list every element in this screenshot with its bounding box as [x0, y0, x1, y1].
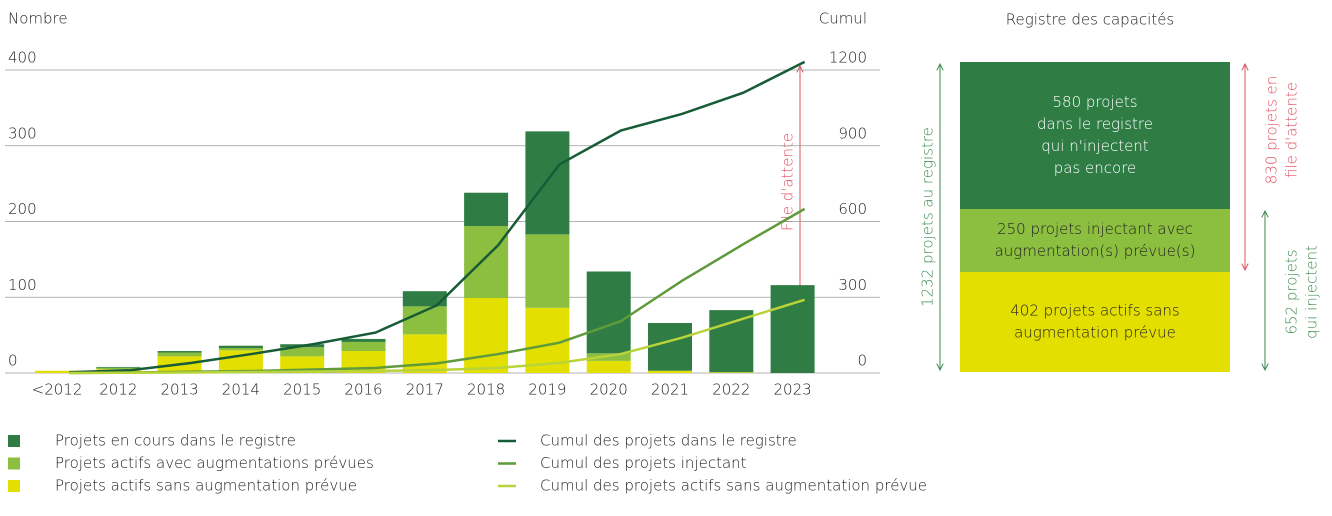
block-registre	[960, 62, 1230, 209]
queue-label: file d'attente	[1283, 82, 1301, 178]
bar-segment	[525, 234, 570, 308]
x-tick-label: 2017	[406, 381, 444, 399]
bar-segment	[586, 353, 631, 361]
legend-label: Projets actifs sans augmentation prévue	[55, 477, 357, 495]
x-tick-label: 2023	[774, 381, 812, 399]
bar-segment	[402, 334, 447, 373]
x-tick-label: 2022	[712, 381, 750, 399]
injecting-label: 652 projets	[1283, 249, 1301, 334]
x-tick-label: 2012	[99, 381, 137, 399]
bar-segment	[218, 348, 263, 351]
bar-segment	[280, 347, 325, 357]
x-tick-label: 2020	[590, 381, 628, 399]
block-augmentation	[960, 209, 1230, 272]
bar-segment	[157, 352, 202, 357]
bar-segment	[525, 131, 570, 235]
bar-segment	[341, 338, 386, 342]
bar-segment	[218, 345, 263, 349]
legend-swatch	[8, 435, 20, 447]
x-tick-label: 2013	[161, 381, 199, 399]
bar-segment	[464, 192, 509, 227]
bar-segment	[464, 298, 509, 373]
bar-segment	[464, 226, 509, 299]
block-text: 250 projets injectant avec	[997, 220, 1193, 238]
x-tick-label: 2016	[344, 381, 382, 399]
y2-tick-label: 900	[838, 124, 867, 142]
y2-tick-label: 0	[857, 352, 867, 370]
legend-label: Cumul des projets injectant	[540, 454, 747, 472]
bar-segment	[770, 285, 815, 373]
bar-segment	[96, 366, 141, 368]
bar-segment	[586, 271, 631, 354]
bar-segment	[218, 350, 263, 373]
diagram-title: Registre des capacités	[1006, 11, 1175, 29]
block-text: qui n'injectent	[1041, 137, 1149, 155]
bar-segment	[35, 370, 79, 373]
y-tick-label: 300	[8, 124, 37, 142]
legend-swatch	[8, 480, 20, 492]
annotation: File d'attente	[779, 133, 797, 231]
x-tick-label: <2012	[32, 381, 83, 399]
block-actifs	[960, 272, 1230, 372]
legend-label: Cumul des projets dans le registre	[540, 432, 797, 450]
legend-label: Cumul des projets actifs sans augmentati…	[540, 477, 927, 495]
injecting-label: qui injectent	[1303, 245, 1321, 339]
bar-segment	[341, 341, 386, 352]
bar-segment	[96, 367, 141, 370]
block-text: augmentation(s) prévue(s)	[995, 242, 1196, 260]
block-text: dans le registre	[1037, 115, 1153, 133]
x-tick-label: 2019	[528, 381, 566, 399]
x-tick-label: 2014	[222, 381, 260, 399]
queue-label: 830 projets en	[1263, 76, 1281, 185]
block-text: augmentation prévue	[1014, 324, 1176, 342]
total-label: 1232 projets au registre	[919, 127, 937, 307]
cumulative-line	[68, 60, 806, 374]
x-tick-label: 2015	[283, 381, 321, 399]
y2-tick-label: 600	[838, 200, 867, 218]
cumulative-line	[68, 298, 805, 375]
x-tick-label: 2018	[467, 381, 505, 399]
y-tick-label: 100	[8, 276, 37, 294]
y-tick-label: 400	[8, 49, 37, 67]
legend-label: Projets actifs avec augmentations prévue…	[55, 454, 374, 472]
legend-swatch	[8, 457, 20, 470]
y-tick-label: 0	[8, 352, 18, 370]
block-text: 402 projets actifs sans	[1010, 302, 1179, 320]
bar-segment	[648, 370, 692, 373]
block-text: 580 projets	[1052, 93, 1137, 111]
bar-segment	[586, 360, 631, 373]
y2-tick-label: 1200	[829, 49, 867, 67]
y-axis-label: Nombre	[8, 10, 68, 28]
x-tick-label: 2021	[651, 381, 689, 399]
bar-segment	[709, 310, 754, 373]
y2-axis-label: Cumul	[819, 10, 867, 28]
legend-label: Projets en cours dans le registre	[55, 432, 296, 450]
y2-tick-label: 300	[838, 276, 867, 294]
bar-segment	[157, 351, 202, 353]
y-tick-label: 200	[8, 200, 37, 218]
bar-segment	[648, 323, 692, 371]
bar-segment	[402, 291, 447, 307]
bar-segment	[709, 372, 754, 373]
block-text: pas encore	[1054, 159, 1137, 177]
